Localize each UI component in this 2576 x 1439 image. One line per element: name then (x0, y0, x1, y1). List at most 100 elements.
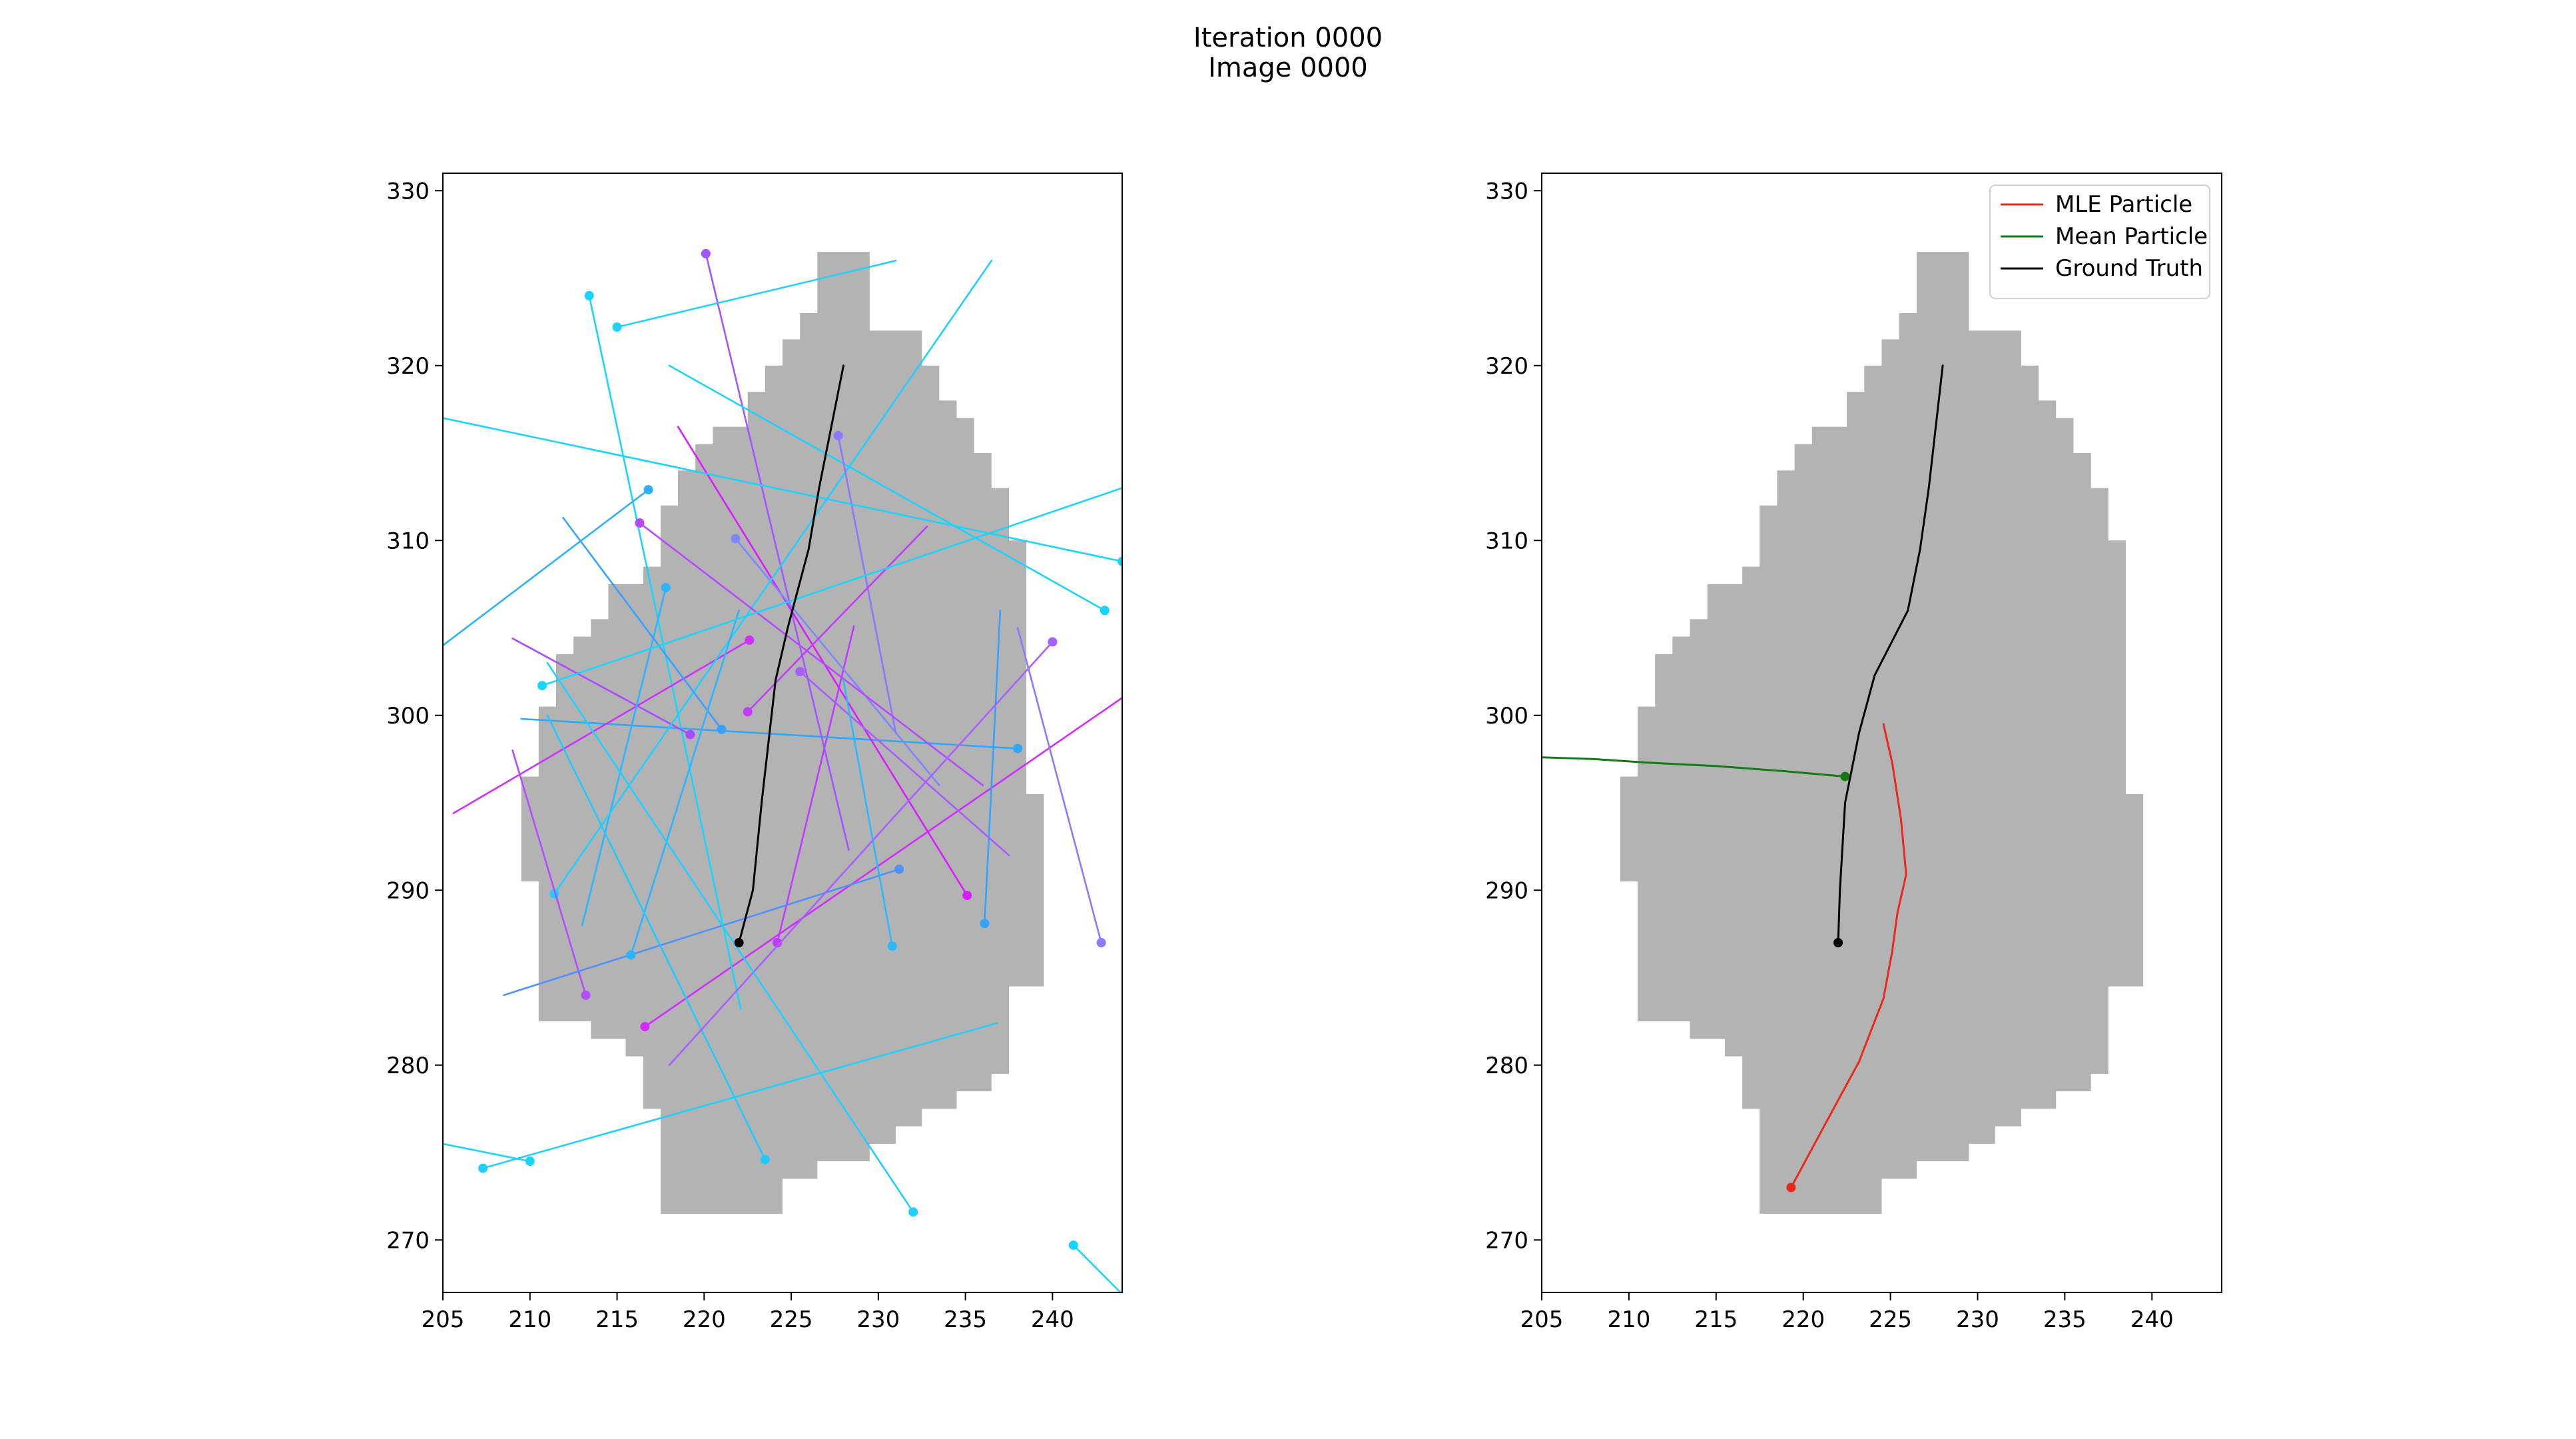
y-tick-label: 290 (386, 877, 430, 904)
y-tick-label: 270 (1485, 1227, 1528, 1254)
x-tick-label: 215 (1694, 1306, 1738, 1333)
axes-frame (442, 173, 1123, 1293)
particle-start-point (685, 729, 695, 739)
x-tick-label: 220 (1781, 1306, 1825, 1333)
y-tick-label: 320 (386, 353, 430, 380)
particle-trajectory (668, 364, 1106, 612)
particle-start-point (731, 534, 741, 544)
particle-trajectory (546, 662, 914, 1213)
particle-trajectory (837, 434, 897, 734)
x-tick-label: 205 (422, 1306, 465, 1333)
particle-start-point (887, 941, 897, 951)
particle-start-point (640, 1022, 650, 1031)
particle-trajectory (747, 525, 928, 713)
y-tick-label: 300 (1485, 703, 1528, 729)
particle-start-point (743, 707, 753, 717)
plot-content (1542, 252, 2144, 1214)
left-panel: 205 210 215 220 225 230 235 240 270 280 290 300 310 3… (386, 173, 1123, 1333)
y-tick-label: 300 (386, 703, 430, 729)
particle-trajectory (553, 260, 993, 895)
particle-start-point (773, 938, 783, 947)
legend-entry: Mean Particle (2055, 223, 2208, 250)
mle-particle-line (1789, 723, 1907, 1189)
particle-trajectory (984, 610, 1002, 925)
particle-trajectory (443, 488, 649, 647)
x-tick-label: 225 (770, 1306, 813, 1333)
particle-trajectory (668, 641, 1054, 1067)
y-tick-label: 320 (1485, 353, 1528, 380)
x-tick-label: 205 (1520, 1306, 1564, 1333)
particle-trajectory (705, 252, 850, 851)
mean-particle-line (1542, 756, 1846, 778)
particle-trajectory (546, 714, 767, 1161)
particle-trajectory (616, 260, 897, 328)
particle-trajectory (482, 1022, 998, 1169)
particle-start-point (795, 667, 805, 677)
particle-start-point (745, 635, 755, 645)
y-tick-label: 310 (386, 528, 430, 554)
particle-start-point (701, 248, 711, 258)
particle-start-point (717, 724, 727, 734)
particle-trajectory (511, 638, 691, 735)
particle-trajectory (776, 625, 855, 944)
x-tick-label: 210 (1607, 1306, 1650, 1333)
particle-trajectory (562, 516, 723, 731)
x-tick-label: 210 (508, 1306, 551, 1333)
x-tick-label: 220 (683, 1306, 726, 1333)
particle-start-point (661, 583, 671, 593)
x-tick-label: 235 (2043, 1306, 2087, 1333)
particle-start-point (1096, 938, 1106, 947)
particle-trajectory (581, 586, 667, 927)
particle-start-point (1013, 743, 1023, 753)
y-tick-label: 330 (1485, 178, 1528, 205)
y-tick-label: 280 (386, 1053, 430, 1079)
particle-trajectory (639, 522, 984, 787)
y-tick-label: 280 (1485, 1053, 1528, 1079)
particle-start-point (626, 950, 636, 960)
axes-frame (1541, 173, 2222, 1293)
plot-content (443, 248, 1122, 1292)
particle-start-point (760, 1155, 770, 1165)
particle-trajectory (677, 426, 968, 897)
ground-truth-line (1837, 364, 1944, 944)
legend: MLE Particle Mean Particle Ground Truth (1989, 185, 2210, 299)
particle-start-point (584, 290, 594, 300)
particle-start-point (1068, 1240, 1078, 1250)
particle-trajectory (1072, 1244, 1122, 1292)
particle-trajectory (452, 639, 751, 815)
x-tick-label: 230 (856, 1306, 900, 1333)
mean-particle-start-point (1840, 771, 1850, 781)
x-tick-label: 225 (1869, 1306, 1912, 1333)
particle-start-point (962, 891, 972, 901)
particle-start-point (612, 322, 622, 332)
x-tick-label: 240 (1031, 1306, 1074, 1333)
occupancy-region (1620, 252, 2144, 1214)
particle-trajectory (511, 749, 587, 997)
ground-truth-start-point (1833, 938, 1843, 947)
occupancy-region (521, 252, 1044, 1214)
particle-trajectory (799, 670, 1010, 857)
particle-start-point (525, 1157, 535, 1167)
x-tick-label: 240 (2130, 1306, 2174, 1333)
x-tick-label: 230 (1956, 1306, 1999, 1333)
ground-truth-start-point (734, 938, 744, 947)
y-tick-label: 270 (386, 1227, 430, 1254)
figure-title-line1: Iteration 0000 (1193, 23, 1383, 53)
particle-trajectory (630, 610, 740, 956)
legend-box (1989, 185, 2210, 299)
mle-particle-start-point (1786, 1183, 1796, 1193)
particle-trajectory (541, 487, 1122, 687)
ground-truth-line (738, 364, 844, 944)
particle-start-point (833, 430, 843, 440)
particle-start-point (1048, 637, 1058, 647)
particle-start-point (1118, 556, 1122, 566)
particle-start-point (537, 681, 547, 691)
particle-start-point (643, 485, 653, 495)
particle-start-point (980, 919, 990, 929)
particle-start-point (581, 990, 591, 1000)
y-tick-label: 310 (1485, 528, 1528, 554)
particle-trajectory (644, 697, 1122, 1028)
y-tick-label: 290 (1485, 877, 1528, 904)
particle-trajectory (443, 1143, 531, 1163)
